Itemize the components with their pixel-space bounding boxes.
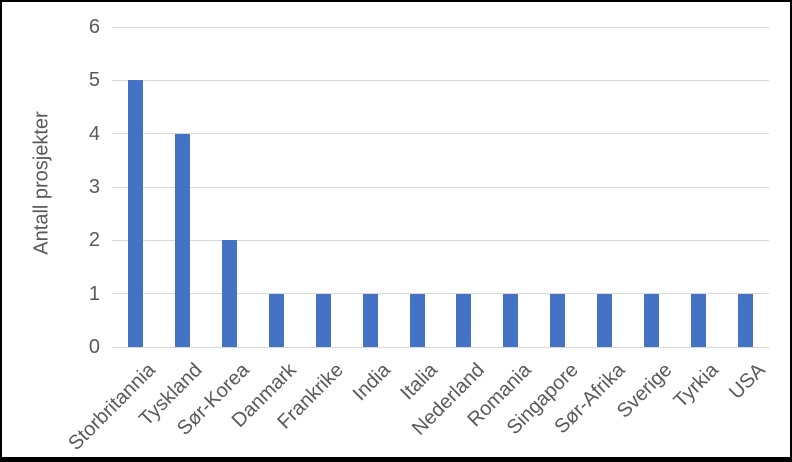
bar [268,293,284,347]
y-tick-label: 0 [88,336,100,358]
bar [456,293,472,347]
bar [409,293,425,347]
x-tick-label: Tyrkia [669,359,724,413]
bar [503,293,519,347]
y-tick-label: 5 [88,69,100,92]
bar [597,293,613,347]
bar [362,293,378,347]
plot-area: Antall prosjekter 0 1 2 3 4 5 6 Storbritannia Ty… [2,2,790,457]
bar [550,293,566,347]
bar [174,133,190,347]
bar [221,240,237,347]
gridline [112,239,769,241]
y-tick-label: 6 [88,16,100,38]
gridline [112,293,769,295]
bar [738,293,754,347]
gridline [112,346,769,348]
y-tick-label: 3 [88,176,100,198]
x-tick-label: USA [725,359,771,404]
y-tick-label: 2 [88,229,100,252]
bar [691,293,707,347]
bar [644,293,660,347]
gridline [112,79,769,81]
y-tick-label: 1 [88,282,100,305]
gridline [112,133,769,135]
gridline [112,186,769,188]
x-tick-label: India [348,359,395,406]
y-tick-label: 4 [88,122,100,145]
gridline [112,26,769,28]
bar [127,80,143,347]
bar [315,293,331,347]
